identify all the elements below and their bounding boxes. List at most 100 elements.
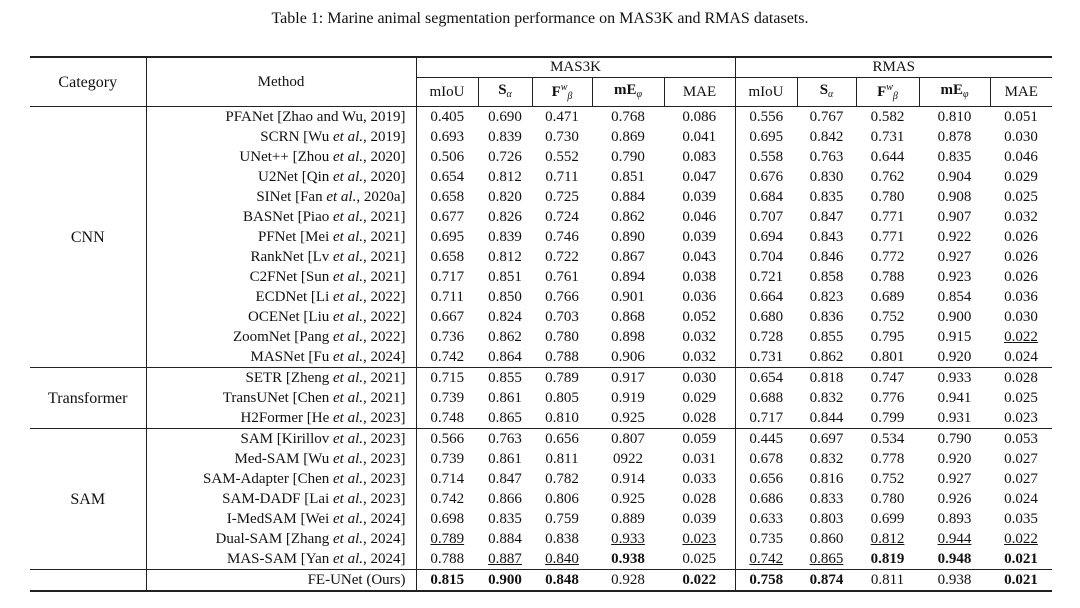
rmas-value-cell: 0.778 xyxy=(870,450,905,467)
rmas-value-cell: 0.025 xyxy=(1004,389,1038,406)
rmas-value-cell: 0.823 xyxy=(809,288,844,305)
ours-row: FE-UNet (Ours) 0.815 0.900 0.848 0.928 0.022 0… xyxy=(30,569,1052,592)
header-dataset-mas3k: MAS3K xyxy=(416,56,736,78)
mas3k-value-cell: 0.047 xyxy=(664,167,736,187)
table-row: MASNet [Fu et al., 2024] 0.742 0.864 0.788 0… xyxy=(30,347,1052,368)
mas3k-value-cell: 0.726 xyxy=(488,148,522,165)
rmas-value-cell: 0.948 xyxy=(919,549,990,570)
rmas-value-cell: 0.803 xyxy=(809,510,844,527)
rmas-value-cell: 0.844 xyxy=(797,408,856,429)
rmas-value-cell: 0.022 xyxy=(1004,530,1038,547)
rmas-value-cell: 0.860 xyxy=(809,530,844,547)
mas3k-value-cell: 0.862 xyxy=(611,208,645,225)
mas3k-value-cell: 0.906 xyxy=(592,347,664,368)
mas3k-value-cell: 0.812 xyxy=(488,248,522,265)
mas3k-value-cell: 0.059 xyxy=(664,428,736,449)
mas3k-value-cell: 0.748 xyxy=(416,408,478,429)
rmas-value-cell: 0.908 xyxy=(937,188,972,205)
rmas-value-cell: 0.027 xyxy=(1004,450,1038,467)
rmas-value-cell: 0.534 xyxy=(870,430,905,447)
mas3k-value-cell: 0.032 xyxy=(664,347,736,368)
category-cell: CNN xyxy=(30,106,147,368)
mas3k-value-cell-ours: 0.900 xyxy=(478,569,532,592)
rmas-value-cell: 0.026 xyxy=(1004,248,1038,265)
rmas-value-cell: 0.878 xyxy=(937,128,972,145)
rmas-value-cell: 0.907 xyxy=(937,208,972,225)
rmas-value-cell: 0.833 xyxy=(809,490,844,507)
rmas-value-cell: 0.023 xyxy=(990,408,1052,429)
rmas-value-cell: 0.926 xyxy=(937,490,972,507)
header-metric-rmas-3: mEφ xyxy=(919,77,991,107)
mas3k-value-cell: 0.866 xyxy=(488,490,522,507)
mas3k-value-cell: 0.806 xyxy=(545,490,579,507)
mas3k-value-cell: 0.725 xyxy=(545,188,579,205)
header-dataset-rmas: RMAS xyxy=(735,56,1052,78)
method-cell: H2Former [He et al., 2023] xyxy=(146,408,417,429)
method-cell: SCRN [Wu et al., 2019] xyxy=(146,127,417,147)
mas3k-value-cell: 0.835 xyxy=(488,510,522,527)
method-cell: TransUNet [Chen et al., 2021] xyxy=(146,388,417,408)
rmas-value-cell: 0.024 xyxy=(990,347,1052,368)
method-cell-ours: FE-UNet (Ours) xyxy=(146,569,417,592)
header-method: Method xyxy=(146,56,417,107)
mas3k-value-cell: 0.851 xyxy=(488,268,522,285)
rmas-value-cell: 0.780 xyxy=(870,188,905,205)
mas3k-value-cell-ours: 0.848 xyxy=(532,569,592,592)
rmas-value-cell: 0.843 xyxy=(809,228,844,245)
rmas-value-cell: 0.788 xyxy=(870,268,905,285)
mas3k-value-cell: 0.855 xyxy=(488,369,522,386)
rmas-value-cell: 0.689 xyxy=(870,288,905,305)
mas3k-value-cell: 0.850 xyxy=(488,288,522,305)
rmas-value-cell: 0.036 xyxy=(1004,288,1038,305)
method-cell: Med-SAM [Wu et al., 2023] xyxy=(146,449,417,469)
rmas-value-cell: 0.818 xyxy=(809,369,844,386)
mas3k-value-cell: 0.894 xyxy=(611,268,645,285)
rmas-value-cell: 0.697 xyxy=(809,430,844,447)
rmas-value-cell: 0.654 xyxy=(749,369,784,386)
mas3k-value-cell: 0.780 xyxy=(545,328,579,345)
method-cell: OCENet [Liu et al., 2022] xyxy=(146,307,417,327)
rmas-value-cell: 0.816 xyxy=(809,470,844,487)
mas3k-value-cell: 0.654 xyxy=(430,168,465,185)
mas3k-value-cell: 0.812 xyxy=(488,168,522,185)
mas3k-value-cell: 0.742 xyxy=(430,490,465,507)
rmas-value-cell: 0.893 xyxy=(937,510,972,527)
rmas-value-cell: 0.029 xyxy=(1004,168,1038,185)
category-cell: SAM xyxy=(30,428,147,570)
mas3k-value-cell: 0.739 xyxy=(430,389,465,406)
rmas-value-cell-ours: 0.811 xyxy=(856,569,919,592)
table-row: Transformer SETR [Zheng et al., 2021] 0.71… xyxy=(30,367,1052,429)
mas3k-value-cell: 0.839 xyxy=(488,128,522,145)
rmas-value-cell: 0.026 xyxy=(1004,268,1038,285)
rmas-value-cell: 0.025 xyxy=(1004,188,1038,205)
header-metric-mas3k-1: Sα xyxy=(478,77,533,107)
rmas-value-cell: 0.022 xyxy=(1004,328,1038,345)
mas3k-value-cell: 0.552 xyxy=(545,148,579,165)
mas3k-value-cell: 0.736 xyxy=(430,328,465,345)
mas3k-value-cell-ours: 0.928 xyxy=(592,569,664,592)
rmas-value-cell: 0.051 xyxy=(1004,108,1038,125)
mas3k-value-cell: 0.028 xyxy=(664,408,736,429)
mas3k-value-cell: 0.039 xyxy=(664,187,736,207)
mas3k-value-cell: 0.698 xyxy=(430,510,465,527)
mas3k-value-cell: 0.782 xyxy=(545,470,579,487)
rmas-value-cell: 0.046 xyxy=(1004,148,1038,165)
mas3k-value-cell: 0.925 xyxy=(592,408,664,429)
mas3k-value-cell: 0.869 xyxy=(611,128,645,145)
rmas-value-cell-ours: 0.874 xyxy=(797,569,856,592)
rmas-value-cell: 0.927 xyxy=(937,248,972,265)
rmas-value-cell: 0.644 xyxy=(870,148,905,165)
mas3k-value-cell: 0.693 xyxy=(430,128,465,145)
rmas-value-cell: 0.721 xyxy=(749,268,784,285)
mas3k-value-cell: 0.724 xyxy=(545,208,579,225)
mas3k-value-cell: 0.790 xyxy=(611,148,645,165)
rmas-value-cell: 0.752 xyxy=(870,308,905,325)
rmas-value-cell: 0.920 xyxy=(919,347,990,368)
mas3k-value-cell: 0.033 xyxy=(664,469,736,489)
rmas-value-cell: 0.684 xyxy=(749,188,784,205)
mas3k-value-cell: 0.742 xyxy=(416,347,478,368)
mas3k-value-cell: 0.759 xyxy=(545,510,579,527)
mas3k-value-cell: 0.810 xyxy=(532,408,592,429)
table-caption: Table 1: Marine animal segmentation perf… xyxy=(271,10,809,27)
mas3k-value-cell: 0.889 xyxy=(611,510,645,527)
